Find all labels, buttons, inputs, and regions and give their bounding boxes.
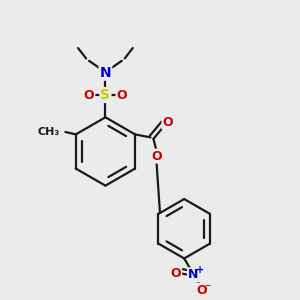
Text: CH₃: CH₃ bbox=[37, 127, 59, 137]
Text: S: S bbox=[100, 88, 110, 102]
Text: O: O bbox=[170, 267, 181, 280]
Text: O: O bbox=[151, 150, 162, 163]
Text: O: O bbox=[116, 88, 127, 101]
Text: O: O bbox=[162, 116, 173, 129]
Text: +: + bbox=[196, 265, 204, 275]
Text: O: O bbox=[196, 284, 207, 297]
Text: N: N bbox=[188, 268, 198, 281]
Text: ⁻: ⁻ bbox=[205, 282, 211, 295]
Text: O: O bbox=[84, 88, 94, 101]
Text: N: N bbox=[100, 66, 111, 80]
